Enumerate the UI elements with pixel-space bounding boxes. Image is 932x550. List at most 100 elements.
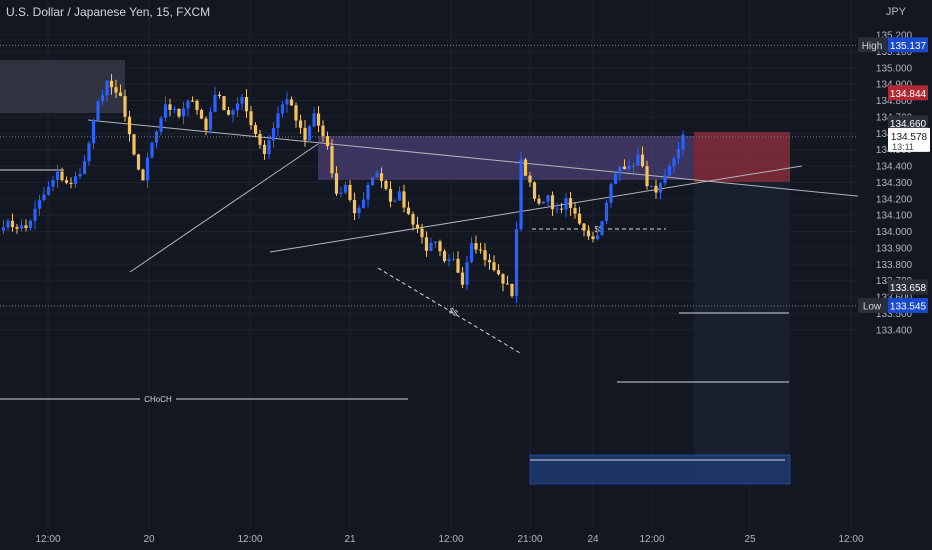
candle-body bbox=[393, 200, 397, 202]
candle-body bbox=[424, 237, 429, 251]
candle bbox=[366, 182, 370, 208]
x-tick-label: 12:00 bbox=[438, 534, 463, 545]
candle bbox=[546, 194, 550, 207]
candle bbox=[640, 146, 645, 168]
candle-body bbox=[532, 182, 537, 199]
candle bbox=[96, 98, 100, 122]
candle-body bbox=[492, 262, 496, 271]
candle-body bbox=[235, 103, 240, 111]
candle-body bbox=[595, 235, 600, 240]
candle bbox=[528, 171, 532, 188]
candle bbox=[64, 176, 69, 185]
candle bbox=[555, 202, 559, 214]
candle-body bbox=[541, 201, 546, 204]
candle-body bbox=[168, 104, 172, 110]
candle bbox=[136, 153, 141, 171]
candle bbox=[559, 202, 564, 213]
candle-body bbox=[627, 165, 631, 170]
candle-body bbox=[262, 144, 267, 155]
x-tick-label: 12:00 bbox=[639, 534, 664, 545]
candle bbox=[123, 89, 127, 122]
candle-body bbox=[73, 176, 78, 184]
candle bbox=[415, 216, 420, 234]
candle-body bbox=[51, 180, 55, 187]
low-label-value: 133.545 bbox=[890, 302, 927, 313]
y-tick-label: 133.900 bbox=[876, 243, 913, 254]
x-tick-label: 12:00 bbox=[237, 534, 262, 545]
y-tick-label: 135.200 bbox=[876, 31, 913, 42]
candle-body bbox=[640, 154, 645, 167]
candle-body bbox=[528, 175, 532, 183]
candle-body bbox=[501, 274, 505, 284]
candle-body bbox=[510, 284, 514, 296]
candle-body bbox=[1, 227, 6, 231]
candle-body bbox=[357, 207, 361, 214]
candle-body bbox=[199, 109, 204, 119]
candle-body bbox=[438, 241, 442, 252]
candle-body bbox=[676, 149, 681, 159]
candle bbox=[109, 74, 114, 95]
candle bbox=[591, 231, 595, 243]
candle bbox=[51, 175, 55, 192]
candle bbox=[42, 187, 46, 202]
candle-body bbox=[100, 95, 105, 102]
candle-body bbox=[172, 108, 177, 110]
candle-body bbox=[217, 94, 222, 97]
candle bbox=[604, 199, 609, 224]
candle bbox=[262, 140, 267, 160]
candle bbox=[163, 96, 168, 122]
candle-body bbox=[375, 173, 379, 178]
candle bbox=[460, 266, 465, 288]
candle-body bbox=[451, 258, 456, 260]
candle-body bbox=[222, 96, 226, 111]
candle bbox=[438, 239, 442, 256]
candle bbox=[141, 168, 145, 181]
candle bbox=[199, 108, 204, 120]
candle bbox=[631, 162, 636, 174]
candle-body bbox=[348, 184, 352, 200]
candle bbox=[285, 91, 289, 113]
candle-body bbox=[10, 220, 15, 228]
candle-body bbox=[622, 166, 627, 170]
candle-body bbox=[469, 243, 474, 263]
candle bbox=[577, 207, 582, 225]
candle-body bbox=[645, 166, 649, 187]
high-label: High 135.137 bbox=[858, 37, 928, 53]
candle bbox=[105, 80, 109, 102]
candle bbox=[91, 118, 96, 150]
x-tick-label: 21 bbox=[344, 534, 356, 545]
candle bbox=[487, 253, 492, 270]
candle bbox=[168, 98, 172, 117]
candle bbox=[303, 120, 307, 147]
candle-body bbox=[213, 94, 217, 112]
candle-body bbox=[159, 117, 163, 132]
liquidity-label-2: $$ bbox=[595, 225, 604, 234]
candle-body bbox=[568, 198, 573, 209]
candle bbox=[388, 181, 393, 208]
candle-body bbox=[28, 220, 33, 228]
candle-body bbox=[145, 157, 150, 181]
candle-body bbox=[46, 186, 51, 195]
candle bbox=[433, 241, 438, 248]
candle-body bbox=[141, 169, 145, 181]
candle bbox=[60, 167, 64, 182]
low-label-right-bg bbox=[888, 298, 928, 314]
candle bbox=[649, 185, 654, 188]
projection-zone bbox=[694, 182, 790, 484]
candle bbox=[15, 224, 19, 234]
candle bbox=[217, 91, 222, 99]
candle-body bbox=[42, 194, 46, 200]
candle-body bbox=[411, 214, 415, 225]
candle bbox=[550, 191, 555, 216]
candle-body bbox=[618, 166, 622, 175]
candle-body bbox=[280, 104, 285, 114]
high-label-text: High bbox=[862, 41, 883, 52]
candle bbox=[204, 116, 208, 136]
chart-title: U.S. Dollar / Japanese Yen, 15, FXCM bbox=[6, 5, 211, 19]
choch-label: CHoCH bbox=[144, 395, 172, 404]
candle-body bbox=[420, 228, 424, 238]
candle bbox=[510, 283, 514, 299]
candle bbox=[33, 200, 37, 230]
candle-body bbox=[537, 198, 541, 204]
